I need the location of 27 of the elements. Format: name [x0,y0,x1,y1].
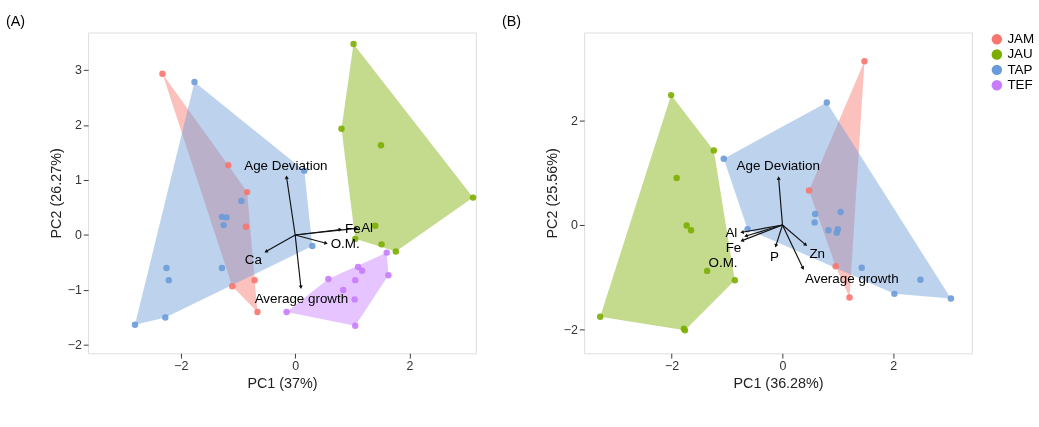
y-tick-label: 2 [74,118,82,133]
x-tick-label: 2 [406,359,414,374]
chart-title: (B) [501,12,522,29]
legend-label: TAP [1007,61,1033,77]
y-tick-label: 0 [570,218,578,233]
legend-label: JAU [1007,46,1033,62]
chart-title: (A) [5,12,26,29]
y-tick-label: 0 [74,228,82,243]
y-axis-title: PC2 (26.27%) [47,148,64,239]
x-tick-label: 2 [890,359,898,374]
x-axis-title: PC1 (36.28%) [733,375,824,392]
annotation: P [769,248,779,264]
annotation: Age Deviation [736,158,820,174]
y-tick-label: −2 [67,338,82,353]
legend-label: JAM [1007,31,1035,47]
x-axis-title: PC1 (37%) [247,375,318,392]
x-tick-label: −2 [174,359,189,374]
y-axis-title: PC2 (25.56%) [544,148,561,239]
x-tick-label: 0 [779,359,787,374]
x-tick-label: −2 [665,359,680,374]
y-tick-label: 3 [74,63,82,78]
legend-label: TEF [1007,77,1033,93]
y-tick-label: −2 [563,322,578,337]
x-tick-label: 0 [292,359,300,374]
y-tick-label: 2 [570,113,578,128]
y-tick-label: 1 [74,173,82,188]
y-tick-label: −1 [67,283,82,298]
